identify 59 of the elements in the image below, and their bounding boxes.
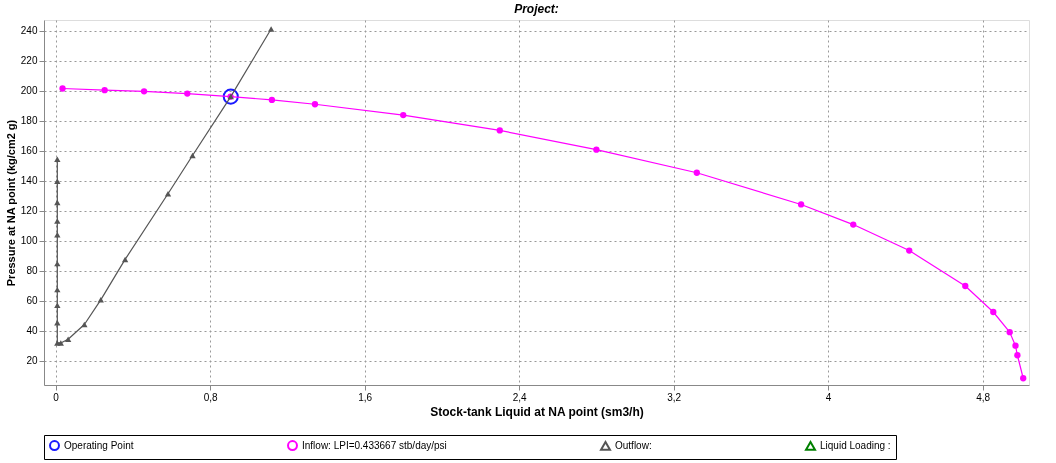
point	[54, 302, 61, 308]
x-tick-label: 4	[825, 391, 832, 403]
y-tick-label: 100	[20, 235, 38, 247]
y-tick-label: 40	[26, 325, 38, 337]
point	[1006, 328, 1013, 336]
y-axis-title: Pressure at NA point (kg/cm2 g)	[4, 119, 17, 287]
point	[593, 146, 600, 153]
x-tick-label: 1,6	[358, 391, 373, 403]
x-tick-label: 3,2	[667, 391, 682, 403]
point	[222, 88, 239, 105]
point	[81, 321, 88, 328]
point	[164, 191, 172, 197]
y-tick-label: 140	[20, 175, 38, 187]
legend-label: Inflow: LPI=0.433667 stb/day/psi	[302, 439, 447, 451]
point	[693, 169, 700, 176]
y-tick-label: 20	[26, 355, 38, 367]
y-tick-label: 120	[20, 205, 38, 217]
point	[54, 218, 61, 224]
point	[64, 336, 72, 342]
y-tick-label: 220	[20, 55, 38, 67]
point	[189, 152, 196, 159]
point	[97, 297, 104, 303]
x-tick-label: 0,8	[203, 391, 218, 403]
point	[906, 247, 913, 254]
y-tick-label: 80	[26, 265, 38, 277]
point	[54, 178, 61, 185]
legend-label: Liquid Loading :	[820, 439, 891, 451]
x-tick-label: 4,8	[976, 391, 991, 403]
point	[311, 101, 319, 108]
point	[962, 282, 969, 290]
legend-label: Operating Point	[64, 439, 134, 451]
y-tick-label: 60	[26, 295, 38, 307]
point	[140, 88, 148, 95]
point	[268, 96, 276, 104]
point	[797, 201, 805, 208]
point	[850, 221, 857, 228]
point	[400, 111, 407, 119]
point	[1014, 352, 1021, 359]
x-axis-title: Stock-tank Liquid at NA point (sm3/h)	[430, 404, 644, 419]
chart-title: Project:	[514, 2, 559, 16]
point	[101, 86, 108, 94]
point	[54, 156, 61, 162]
point	[59, 85, 66, 92]
point	[267, 26, 275, 32]
y-tick-label: 240	[20, 25, 38, 37]
point	[54, 232, 61, 238]
legend-label: Outflow:	[615, 439, 652, 451]
y-tick-label: 160	[20, 145, 38, 157]
point	[496, 127, 503, 134]
point	[184, 90, 191, 97]
point	[1020, 375, 1027, 382]
y-tick-label: 200	[20, 85, 38, 97]
point	[121, 256, 129, 263]
point	[54, 320, 61, 326]
x-tick-label: 2,4	[512, 391, 527, 403]
y-tick-label: 180	[20, 115, 38, 127]
point	[990, 308, 997, 316]
x-tick-label: 0	[53, 391, 60, 403]
point	[1012, 342, 1019, 349]
